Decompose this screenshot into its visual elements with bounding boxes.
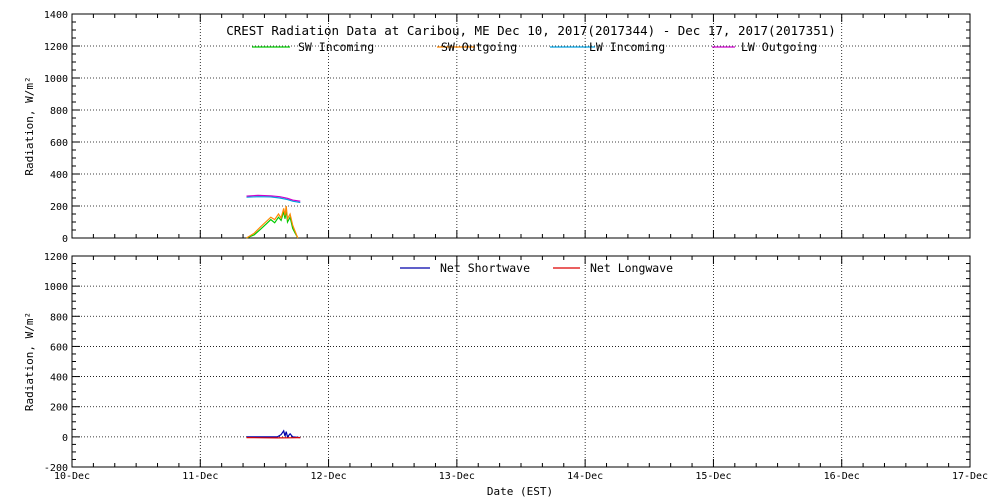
x-tick-label: 10-Dec bbox=[54, 471, 90, 482]
y-tick-label: -200 bbox=[44, 463, 68, 474]
chart-panels: 0 200 400 600 800 1000 1200 1400 Radiation, W/m²… bbox=[23, 10, 988, 482]
plot-frame-0 bbox=[71, 13, 971, 239]
chart-title: CREST Radiation Data at Caribou, ME Dec … bbox=[226, 23, 836, 38]
y-tick-label: 200 bbox=[50, 403, 68, 414]
y-axis-label: Radiation, W/m² bbox=[23, 312, 36, 411]
series-line-lw-incoming bbox=[246, 196, 301, 204]
plot-frame-1 bbox=[71, 255, 971, 468]
legend-label: LW Incoming bbox=[589, 40, 665, 54]
x-tick-label: 16-Dec bbox=[824, 471, 860, 482]
x-tick-label: 11-Dec bbox=[182, 471, 218, 482]
y-tick-label: 1000 bbox=[44, 282, 68, 293]
x-tick-label: 13-Dec bbox=[439, 471, 475, 482]
y-tick-label: 400 bbox=[50, 373, 68, 384]
legend-label: Net Shortwave bbox=[440, 261, 530, 275]
series-line-lw-outgoing bbox=[246, 194, 301, 202]
series-line-sw-outgoing bbox=[246, 205, 299, 239]
series-line-sw-incoming bbox=[246, 209, 299, 239]
y-tick-label: 800 bbox=[50, 106, 68, 117]
y-tick-label: 600 bbox=[50, 138, 68, 149]
legend-label: Net Longwave bbox=[590, 261, 673, 275]
y-tick-label: 400 bbox=[50, 170, 68, 181]
y-tick-label: 200 bbox=[50, 202, 68, 213]
x-tick-label: 15-Dec bbox=[695, 471, 731, 482]
legend-label: SW Incoming bbox=[298, 40, 374, 54]
y-tick-label: 600 bbox=[50, 342, 68, 353]
x-axis-label: Date (EST) bbox=[487, 485, 553, 498]
y-tick-label: 1400 bbox=[44, 10, 68, 21]
x-tick-label: 14-Dec bbox=[567, 471, 603, 482]
y-tick-label: 0 bbox=[62, 433, 68, 444]
y-tick-label: 0 bbox=[62, 234, 68, 245]
y-tick-label: 800 bbox=[50, 312, 68, 323]
legend-label: LW Outgoing bbox=[741, 40, 817, 54]
y-tick-label: 1000 bbox=[44, 74, 68, 85]
series-line-net-shortwave bbox=[246, 429, 301, 439]
x-tick-label: 12-Dec bbox=[311, 471, 347, 482]
x-tick-label: 17-Dec bbox=[952, 471, 988, 482]
y-axis-label: Radiation, W/m² bbox=[23, 76, 36, 175]
y-tick-label: 1200 bbox=[44, 252, 68, 263]
legend-label: SW Outgoing bbox=[441, 40, 517, 54]
y-tick-label: 1200 bbox=[44, 42, 68, 53]
